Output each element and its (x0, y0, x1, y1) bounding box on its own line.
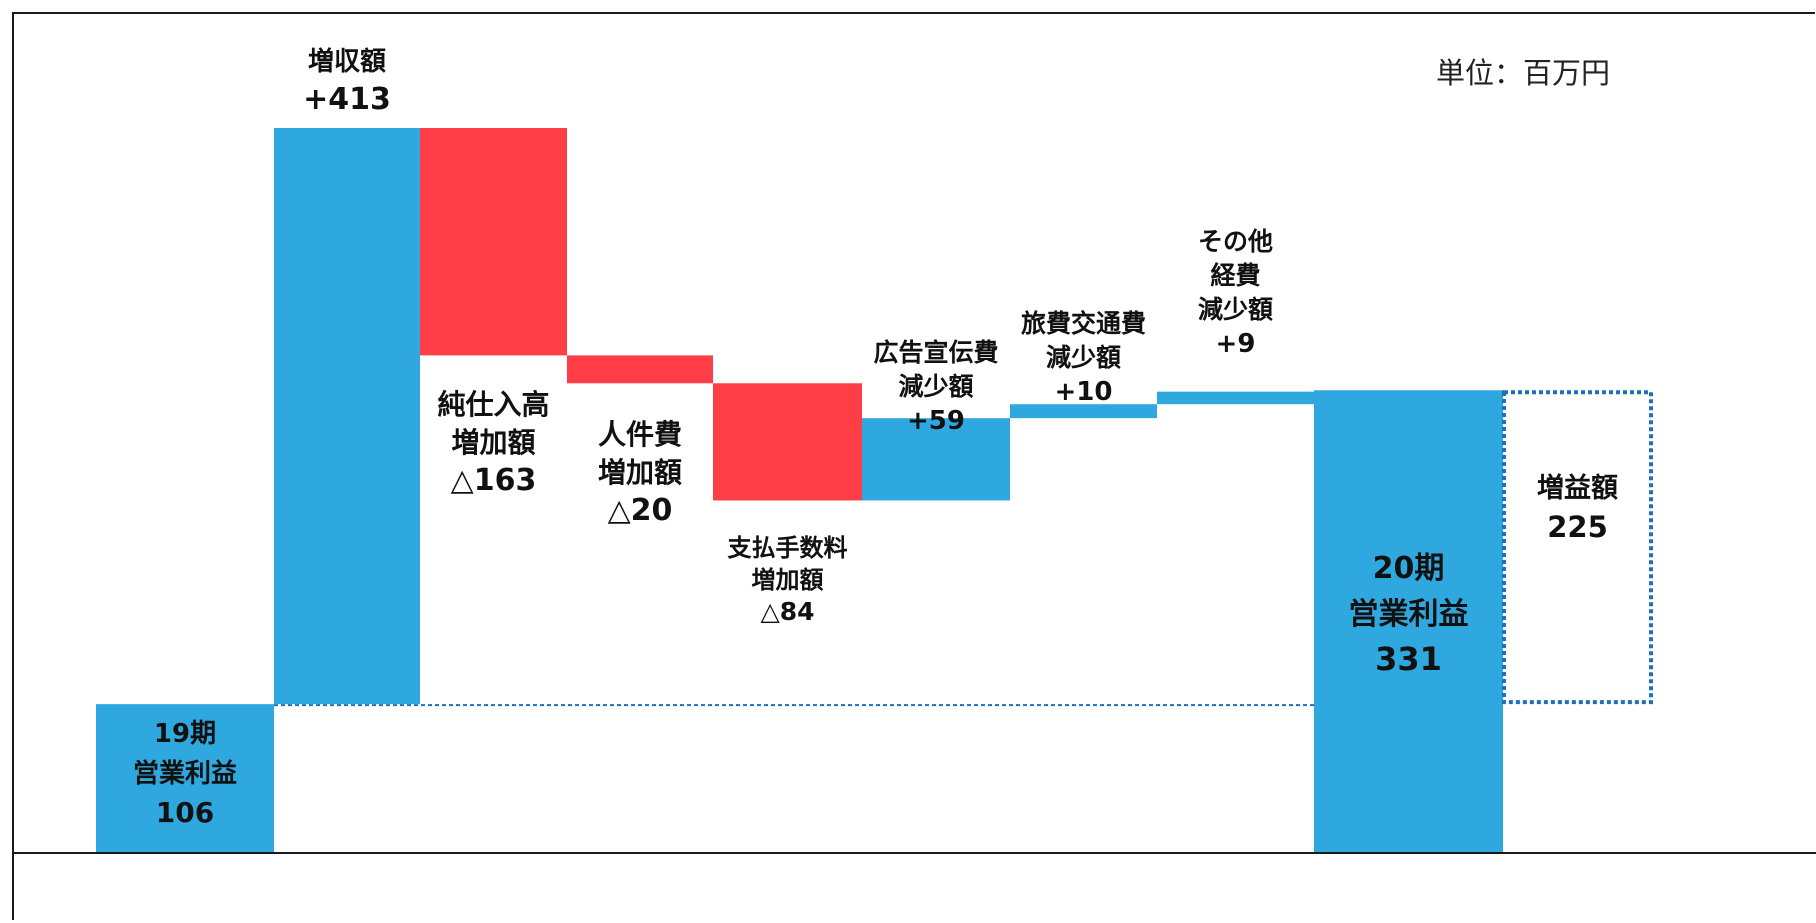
label-step-4-line-1: 人件費 (598, 418, 682, 451)
label-step-9-line-2: 営業利益 (1349, 597, 1469, 632)
label-step-7-line-2: 減少額 (1046, 343, 1121, 372)
bar-3 (420, 128, 567, 356)
chart-frame (12, 12, 1815, 920)
label-step-9-line-3: 331 (1375, 640, 1442, 678)
label-step-3-line-1: 純仕入高 (437, 388, 549, 421)
label-step-9-line-1: 20期 (1373, 551, 1445, 586)
label-step-6-line-1: 広告宣伝費 (873, 338, 998, 367)
label-step-7-line-1: 旅費交通費 (1021, 309, 1146, 338)
label-step-3-line-3: △163 (451, 463, 537, 498)
label-step-8-line-1: その他 (1198, 227, 1273, 256)
label-step-6-line-3: +59 (907, 406, 965, 436)
label-step-8-line-2: 経費 (1210, 261, 1260, 290)
label-step-2-line-2: +413 (303, 82, 391, 117)
bar-6 (862, 418, 1010, 501)
label-step-8-line-4: +9 (1216, 329, 1256, 359)
bar-4 (567, 355, 713, 384)
label-step-2-line-1: 増収額 (308, 47, 386, 77)
label-step-6-line-2: 減少額 (898, 372, 973, 401)
label-bracket-line-1: 増益額 (1537, 472, 1618, 504)
bar-8 (1157, 391, 1314, 405)
label-step-5-line-1: 支払手数料 (728, 534, 848, 562)
unit-label: 単位：百万円 (1436, 56, 1611, 90)
label-step-5-line-3: △84 (760, 597, 814, 626)
label-bracket-line-2: 225 (1547, 510, 1608, 544)
label-step-7-line-3: +10 (1055, 377, 1113, 407)
bar-2 (274, 128, 420, 705)
label-step-1-line-2: 営業利益 (133, 759, 237, 789)
bar-9 (1314, 390, 1503, 852)
label-step-1-line-1: 19期 (154, 719, 216, 749)
bar-5 (713, 383, 862, 501)
label-step-8-line-3: 減少額 (1198, 295, 1273, 324)
label-step-1-line-3: 106 (156, 796, 214, 829)
bar-7 (1010, 404, 1157, 419)
bottom-rule (12, 852, 1816, 854)
bar-1 (96, 704, 274, 852)
label-step-3-line-2: 増加額 (451, 426, 535, 459)
label-step-4-line-3: △20 (608, 493, 673, 528)
bracket-dotted-box (1502, 390, 1653, 705)
label-step-4-line-2: 増加額 (598, 456, 682, 489)
label-step-5-line-2: 増加額 (752, 566, 824, 594)
